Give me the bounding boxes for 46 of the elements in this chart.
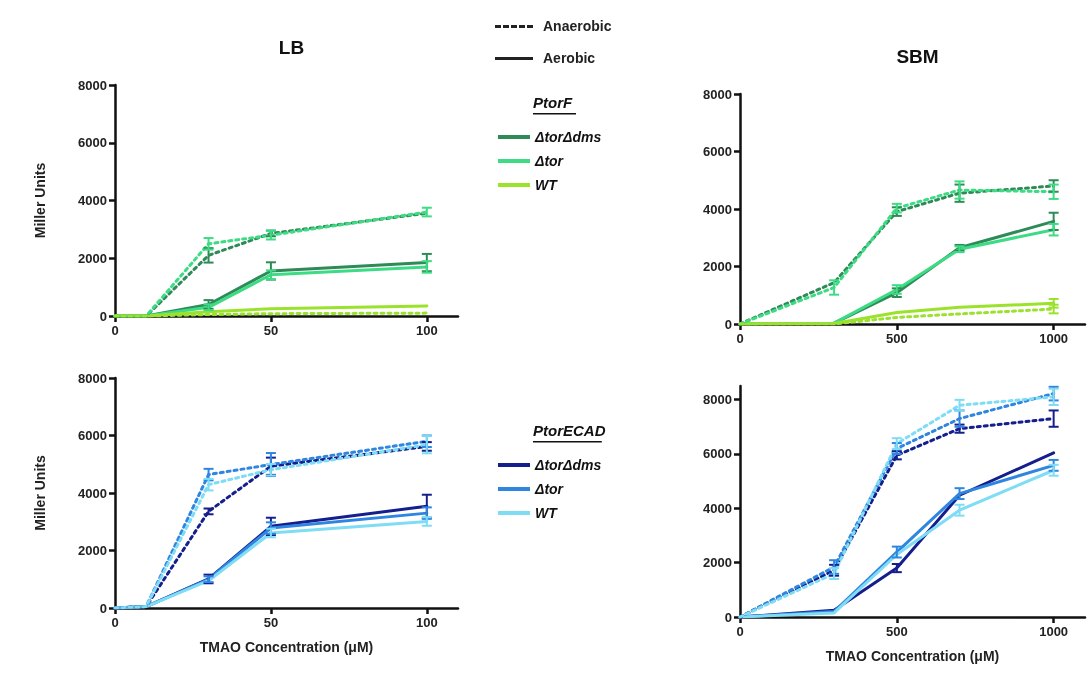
y-tick-label: 6000	[78, 135, 107, 151]
legend-label: WT	[535, 177, 559, 193]
legend-label: WT	[535, 505, 559, 521]
y-tick-label: 8000	[78, 77, 107, 93]
legend-label: Δtor	[534, 153, 565, 169]
chart-title: LB	[278, 37, 305, 58]
legend-title: PtorF	[533, 94, 573, 111]
legend-label: Δtor	[534, 481, 565, 497]
y-tick-label: 4000	[703, 500, 732, 516]
legend-label: ΔtorΔdms	[534, 129, 602, 145]
x-tick-label: 1000	[1039, 331, 1069, 346]
chart-title: SBM	[896, 46, 939, 67]
y-tick-label: 6000	[78, 428, 107, 443]
y-tick-label: 6000	[703, 446, 732, 462]
y-tick-label: 2000	[78, 250, 107, 266]
text: Anaerobic	[543, 18, 612, 34]
y-tick-label: 6000	[703, 144, 732, 159]
y-axis-title: Miller Units	[32, 455, 48, 531]
x-tick-label: 0	[111, 615, 119, 630]
x-tick-label: 100	[415, 323, 438, 338]
y-tick-label: 4000	[78, 485, 107, 501]
x-tick-label: 1000	[1039, 624, 1069, 639]
y-tick-label: 8000	[703, 392, 732, 408]
y-tick-label: 2000	[703, 259, 732, 274]
x-tick-label: 0	[736, 331, 744, 346]
y-tick-label: 8000	[703, 86, 732, 102]
y-tick-label: 4000	[78, 193, 107, 208]
y-axis-title: Miller Units	[32, 162, 48, 239]
x-tick-label: 100	[415, 615, 438, 630]
x-axis-title: TMAO Concentration (μM)	[199, 639, 374, 655]
legend-title: PtorECAD	[533, 422, 606, 439]
y-tick-label: 0	[99, 600, 107, 616]
y-tick-label: 4000	[703, 201, 732, 217]
x-tick-label: 0	[111, 323, 119, 338]
x-tick-label: 50	[263, 615, 279, 630]
text: Aerobic	[543, 50, 596, 66]
y-tick-label: 0	[99, 308, 107, 324]
x-tick-label: 500	[885, 624, 908, 639]
legend-label: ΔtorΔdms	[534, 457, 602, 473]
x-tick-label: 50	[263, 323, 279, 338]
x-tick-label: 500	[885, 331, 908, 346]
x-axis-title: TMAO Concentration (μM)	[825, 648, 1000, 664]
y-tick-label: 2000	[78, 543, 107, 558]
y-tick-label: 2000	[703, 555, 732, 571]
x-tick-label: 0	[736, 624, 744, 639]
y-tick-label: 8000	[78, 370, 107, 386]
